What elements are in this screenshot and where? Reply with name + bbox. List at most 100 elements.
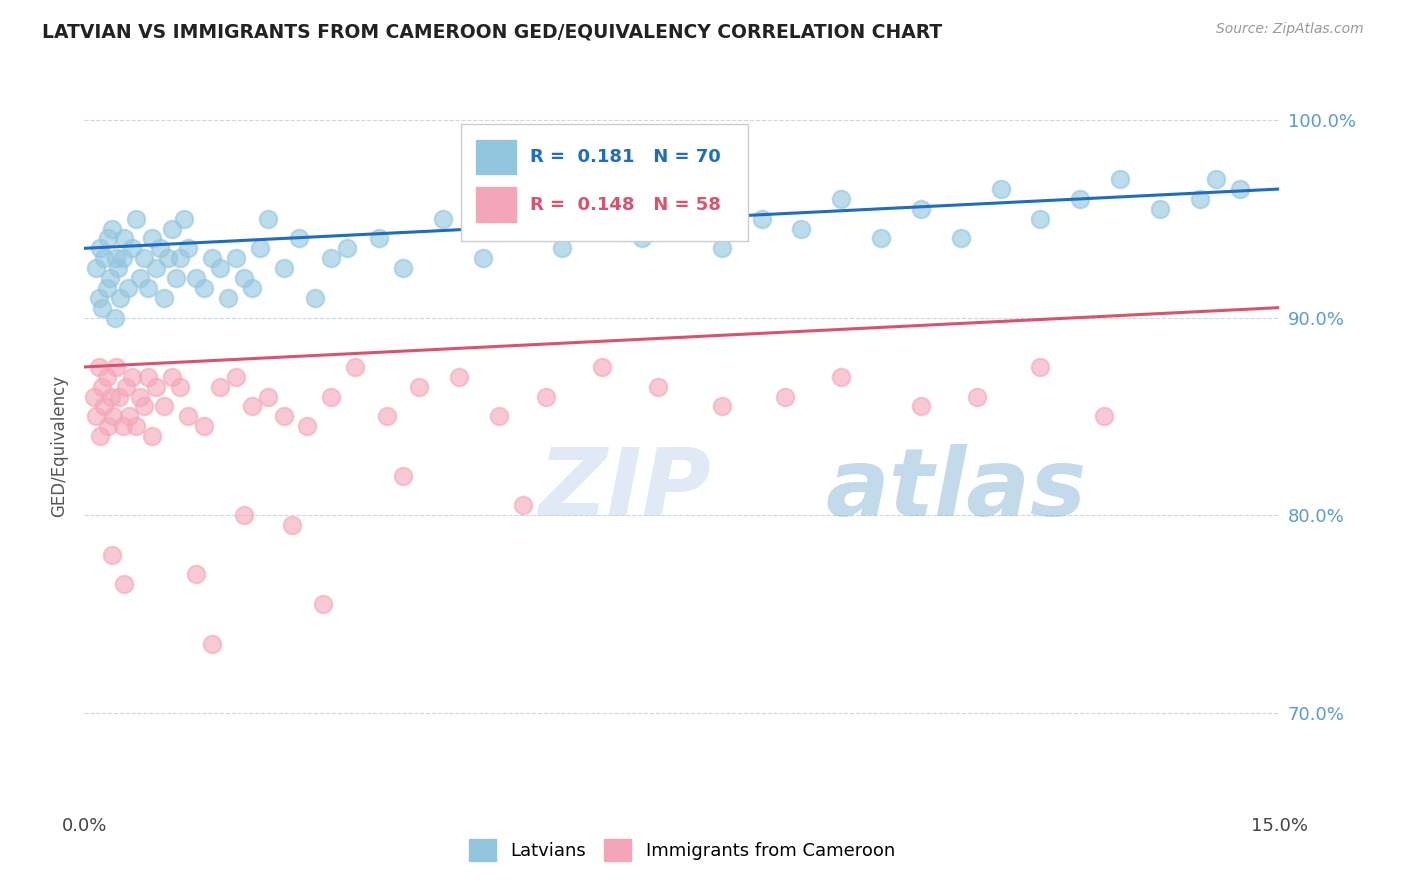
Point: [141, 231, 163, 245]
Point: [169, 380, 191, 394]
Point: [104, 310, 127, 325]
Point: [256, 211, 278, 226]
Point: [551, 241, 574, 255]
Point: [488, 409, 510, 424]
Point: [125, 419, 148, 434]
FancyBboxPatch shape: [475, 139, 517, 176]
Text: LATVIAN VS IMMIGRANTS FROM CAMEROON GED/EQUIVALENCY CORRELATION CHART: LATVIAN VS IMMIGRANTS FROM CAMEROON GED/…: [42, 22, 942, 41]
Point: [647, 380, 669, 394]
Point: [136, 281, 159, 295]
Y-axis label: GED/Equivalency: GED/Equivalency: [51, 375, 69, 517]
Point: [129, 271, 152, 285]
Point: [536, 390, 558, 404]
Point: [1205, 172, 1227, 186]
Point: [83, 390, 105, 404]
Point: [1188, 192, 1211, 206]
Point: [101, 548, 124, 562]
Point: [132, 251, 156, 265]
Point: [710, 241, 733, 255]
Point: [280, 518, 302, 533]
Point: [101, 221, 124, 235]
Point: [89, 241, 111, 255]
Point: [392, 261, 415, 276]
Point: [631, 231, 654, 245]
Point: [225, 369, 247, 384]
Point: [193, 281, 215, 295]
Point: [96, 281, 118, 295]
Point: [1109, 172, 1132, 186]
Point: [249, 241, 271, 255]
Point: [201, 251, 224, 265]
Point: [375, 409, 398, 424]
Point: [790, 221, 813, 235]
Point: [471, 251, 494, 265]
Point: [86, 409, 108, 424]
Point: [208, 380, 231, 394]
Point: [112, 231, 135, 245]
Point: [141, 429, 163, 443]
Point: [100, 390, 122, 404]
Point: [966, 390, 988, 404]
Point: [408, 380, 430, 394]
Point: [93, 400, 115, 414]
Point: [336, 241, 359, 255]
Point: [169, 251, 191, 265]
Point: [591, 359, 613, 374]
Legend: Latvians, Immigrants from Cameroon: Latvians, Immigrants from Cameroon: [461, 832, 903, 869]
Point: [830, 192, 852, 206]
Point: [193, 419, 215, 434]
Point: [129, 390, 152, 404]
Point: [201, 637, 224, 651]
Point: [1069, 192, 1091, 206]
Point: [112, 577, 135, 591]
Point: [149, 241, 172, 255]
Text: atlas: atlas: [825, 444, 1087, 536]
Point: [273, 261, 295, 276]
Point: [136, 369, 159, 384]
Point: [910, 400, 932, 414]
Point: [97, 231, 120, 245]
Point: [160, 221, 183, 235]
Point: [870, 231, 893, 245]
Point: [990, 182, 1012, 196]
Point: [910, 202, 932, 216]
Point: [512, 498, 534, 512]
Point: [114, 380, 136, 394]
Point: [1229, 182, 1251, 196]
Point: [153, 291, 176, 305]
Point: [240, 400, 263, 414]
Point: [105, 359, 128, 374]
Point: [273, 409, 295, 424]
Point: [101, 409, 124, 424]
Point: [87, 359, 110, 374]
Point: [297, 419, 319, 434]
Point: [117, 281, 139, 295]
Point: [1029, 359, 1052, 374]
Point: [447, 369, 470, 384]
Point: [90, 301, 112, 315]
Point: [775, 390, 797, 404]
Point: [173, 211, 195, 226]
Point: [184, 567, 207, 582]
Point: [125, 211, 148, 226]
Point: [288, 231, 311, 245]
Point: [751, 211, 773, 226]
Text: R =  0.181   N = 70: R = 0.181 N = 70: [530, 148, 721, 166]
Point: [111, 251, 134, 265]
Point: [132, 400, 156, 414]
Point: [86, 261, 108, 276]
Point: [232, 508, 254, 523]
Point: [671, 211, 693, 226]
Point: [110, 291, 132, 305]
Point: [184, 271, 207, 285]
Point: [312, 597, 335, 611]
Point: [96, 369, 118, 384]
Text: ZIP: ZIP: [538, 444, 711, 536]
Point: [160, 369, 183, 384]
Point: [217, 291, 239, 305]
Point: [208, 261, 231, 276]
Point: [710, 400, 733, 414]
Point: [512, 221, 534, 235]
FancyBboxPatch shape: [475, 186, 517, 223]
Point: [1029, 211, 1052, 226]
